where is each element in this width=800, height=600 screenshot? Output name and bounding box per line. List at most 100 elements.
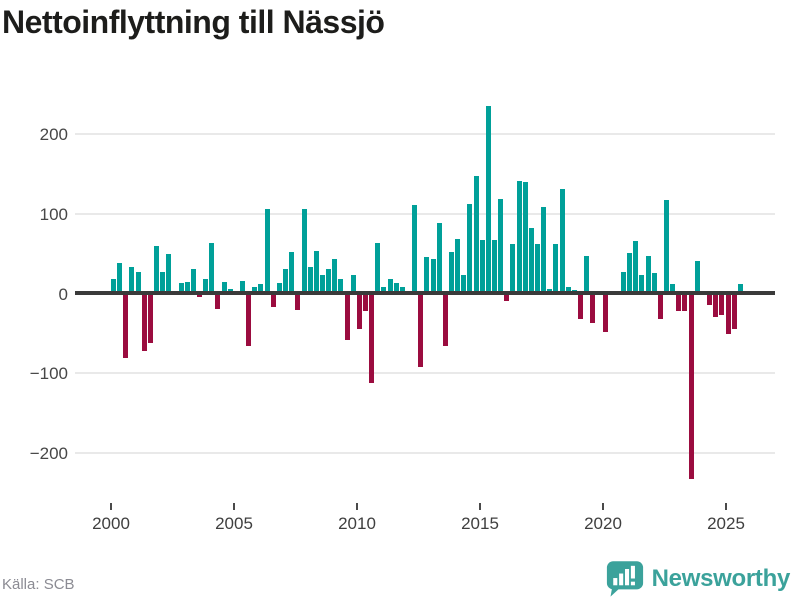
bar-2025Q3 — [737, 284, 743, 293]
x-tick-2005 — [233, 503, 235, 510]
bar-2017Q2 — [535, 244, 540, 293]
gridline-100 — [75, 213, 775, 215]
bar-2023Q4 — [694, 261, 700, 293]
bar-2016Q2 — [510, 243, 516, 293]
bar-2005Q3 — [246, 293, 252, 347]
bar-2016Q4 — [522, 182, 528, 293]
bar-2009Q3 — [344, 293, 350, 341]
bar-2004Q3 — [221, 281, 227, 293]
bar-2002Q4 — [178, 283, 184, 293]
bar-2017Q3 — [541, 206, 547, 293]
bar-2011Q4 — [399, 287, 405, 293]
bar-2011Q2 — [387, 278, 393, 293]
bar-2001Q1 — [135, 272, 141, 293]
bar-2008Q4 — [326, 269, 332, 293]
y-axis-label-0: 0 — [58, 285, 68, 304]
bar-2010Q3 — [369, 293, 375, 384]
bar-2013Q4 — [448, 251, 454, 293]
bar-2010Q1 — [356, 293, 362, 329]
bar-2017Q1 — [528, 227, 534, 293]
bar-2025Q1 — [725, 293, 731, 335]
y-axis-label-100: 100 — [39, 205, 68, 224]
gridline-neg100 — [75, 372, 775, 374]
bar-2021Q4 — [645, 255, 651, 293]
y-axis-label-neg100: −100 — [29, 364, 68, 383]
bar-2021Q3 — [639, 274, 645, 293]
bar-2000Q3 — [123, 293, 129, 359]
bar-2013Q1 — [430, 258, 436, 293]
bar-2016Q3 — [516, 181, 522, 293]
bar-2005Q4 — [252, 286, 258, 293]
x-axis-label-2010: 2010 — [338, 514, 376, 533]
bar-2022Q3 — [664, 200, 670, 293]
gridline-neg200 — [75, 452, 775, 454]
bar-2015Q2 — [485, 105, 491, 293]
bar-2008Q1 — [307, 266, 313, 293]
bar-2004Q1 — [209, 242, 215, 293]
bar-2001Q3 — [147, 293, 153, 344]
bar-2024Q3 — [713, 293, 719, 317]
bar-2023Q2 — [682, 293, 688, 311]
x-axis-label-2020: 2020 — [584, 514, 622, 533]
bar-2006Q2 — [264, 209, 270, 293]
bar-2000Q4 — [129, 266, 135, 293]
bar-2025Q2 — [731, 293, 737, 329]
bar-2016Q1 — [504, 293, 510, 301]
bar-2022Q4 — [670, 284, 676, 293]
newsworthy-wordmark: Newsworthy — [651, 564, 791, 592]
x-tick-2000 — [110, 503, 112, 510]
bar-2005Q2 — [240, 281, 246, 293]
bar-2018Q3 — [565, 287, 571, 293]
bar-2004Q4 — [227, 289, 233, 293]
gridline-200 — [75, 133, 775, 135]
bar-2008Q2 — [313, 250, 319, 293]
y-axis-label-200: 200 — [39, 125, 68, 144]
bar-2021Q2 — [633, 241, 639, 293]
bar-2011Q1 — [381, 286, 387, 293]
bar-2001Q2 — [141, 293, 147, 352]
page-title: Nettoinflyttning till Nässjö — [2, 4, 385, 40]
bar-2019Q1 — [578, 293, 584, 320]
bar-2000Q1 — [111, 279, 116, 293]
bar-2013Q2 — [436, 222, 442, 293]
bar-2002Q1 — [160, 272, 166, 293]
bar-2022Q2 — [657, 293, 663, 320]
bar-2001Q4 — [154, 245, 159, 293]
bar-2020Q4 — [621, 272, 627, 293]
x-tick-2010 — [356, 503, 358, 510]
bar-2022Q1 — [651, 273, 657, 293]
bar-2015Q4 — [498, 198, 504, 293]
zero-baseline — [75, 291, 775, 295]
bar-2018Q2 — [559, 189, 565, 293]
bar-2003Q2 — [190, 269, 196, 293]
x-axis-label-2000: 2000 — [92, 514, 130, 533]
bar-2014Q1 — [455, 238, 461, 293]
bar-2012Q2 — [412, 205, 418, 293]
bar-2000Q2 — [117, 263, 123, 293]
bar-2009Q2 — [338, 278, 344, 293]
bar-2020Q1 — [602, 293, 608, 333]
bar-2007Q2 — [289, 252, 295, 293]
bar-2014Q4 — [473, 175, 479, 293]
x-axis-label-2015: 2015 — [461, 514, 499, 533]
bar-2018Q1 — [553, 243, 559, 293]
newsworthy-logo[interactable]: Newsworthy — [606, 560, 790, 597]
source-label: Källa: SCB — [2, 576, 75, 593]
bar-2012Q4 — [424, 257, 430, 293]
bar-2002Q2 — [166, 253, 172, 293]
newsworthy-logo-icon — [606, 560, 644, 597]
bar-2019Q2 — [584, 255, 590, 293]
bar-2007Q4 — [301, 209, 307, 293]
bar-2010Q2 — [362, 293, 368, 311]
bar-2012Q3 — [418, 293, 424, 368]
x-axis-label-2005: 2005 — [215, 514, 253, 533]
x-tick-2020 — [602, 503, 604, 510]
x-axis-label-2025: 2025 — [707, 514, 745, 533]
x-tick-2015 — [479, 503, 481, 510]
bar-2003Q4 — [203, 278, 209, 293]
bar-2013Q3 — [442, 293, 448, 346]
bar-2009Q1 — [332, 258, 338, 293]
y-axis-label-neg200: −200 — [29, 444, 68, 463]
